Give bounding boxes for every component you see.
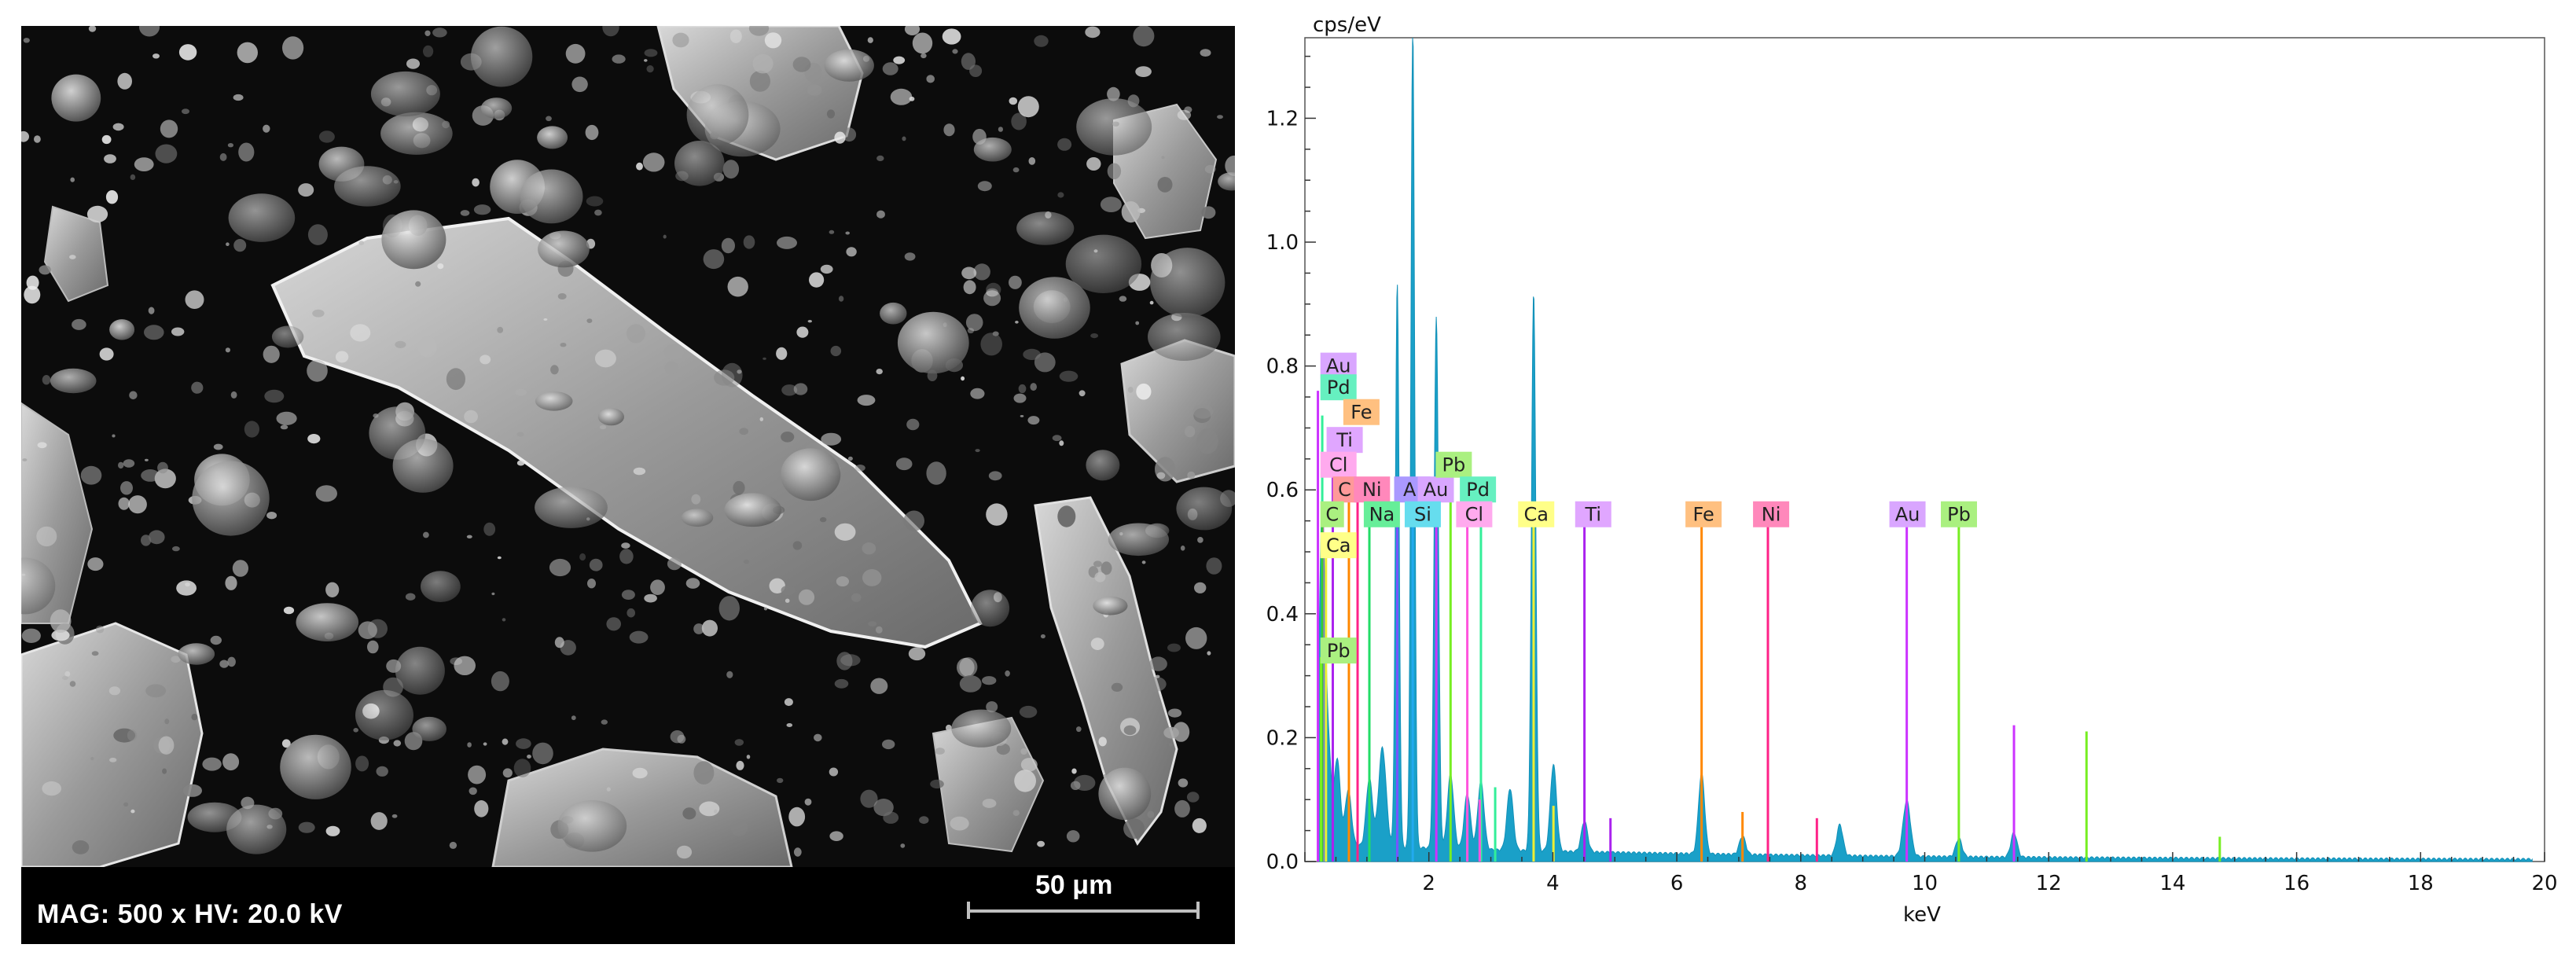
svg-text:Cl: Cl — [1465, 504, 1483, 526]
sem-grains — [21, 26, 1235, 859]
x-tick-label: 18 — [2408, 872, 2434, 895]
svg-text:Ca: Ca — [1326, 535, 1350, 557]
y-tick-label: 1.2 — [1266, 107, 1299, 130]
element-label-ca: Ca — [1518, 501, 1555, 527]
plot-area — [1304, 37, 2545, 862]
element-label-au: Au — [1417, 476, 1454, 503]
svg-text:Ca: Ca — [1524, 504, 1549, 526]
sem-micrograph — [21, 26, 1235, 944]
y-tick-label: 0.8 — [1266, 355, 1299, 379]
y-tick-label: 0.4 — [1266, 603, 1299, 626]
x-tick-label: 16 — [2284, 872, 2310, 895]
x-axis-label: keV — [1903, 903, 1941, 927]
svg-text:Si: Si — [1414, 504, 1431, 526]
svg-text:C: C — [1338, 479, 1351, 501]
svg-text:Fe: Fe — [1350, 402, 1372, 424]
spectrum-area — [1317, 37, 2533, 862]
x-tick-label: 4 — [1546, 872, 1560, 895]
y-tick-label: 0.0 — [1266, 851, 1299, 874]
svg-text:Au: Au — [1424, 479, 1449, 501]
svg-text:Au: Au — [1895, 504, 1920, 526]
y-tick-label: 0.6 — [1266, 479, 1299, 502]
svg-text:C: C — [1325, 504, 1339, 526]
sem-info-text: MAG: 500 x HV: 20.0 kV — [37, 899, 343, 929]
element-label-pd: Pd — [1460, 476, 1497, 503]
element-label-pb: Pb — [1435, 451, 1472, 478]
element-lines — [1317, 391, 2221, 862]
svg-text:Pd: Pd — [1327, 377, 1350, 399]
y-axis: 0.0 0.2 0.4 0.6 0.8 1.0 1.2 — [1266, 55, 1316, 874]
element-label-ni: Ni — [1354, 476, 1391, 503]
svg-text:Pb: Pb — [1327, 640, 1350, 662]
svg-text:Pb: Pb — [1947, 504, 1971, 526]
x-tick-label: 14 — [2159, 872, 2185, 895]
y-tick-label: 0.2 — [1266, 726, 1299, 750]
y-axis-label: cps/eV — [1313, 13, 1381, 37]
x-tick-label: 10 — [1912, 872, 1938, 895]
x-axis: 2 4 6 8 10 12 14 16 18 20 — [1304, 852, 2558, 895]
element-label-ni: Ni — [1753, 501, 1790, 527]
x-tick-label: 2 — [1422, 872, 1435, 895]
element-label-fe: Fe — [1685, 501, 1722, 527]
element-label-cl: Cl — [1456, 501, 1493, 527]
svg-text:Na: Na — [1369, 504, 1395, 526]
svg-text:Ti: Ti — [1584, 504, 1601, 526]
x-tick-label: 8 — [1795, 872, 1808, 895]
svg-text:Au: Au — [1326, 355, 1351, 377]
element-label-pd: Pd — [1320, 374, 1357, 401]
svg-text:Al: Al — [1403, 479, 1421, 501]
svg-text:Ni: Ni — [1362, 479, 1382, 501]
element-label-si: Si — [1404, 501, 1441, 527]
element-label-na: Na — [1363, 501, 1400, 527]
sem-scale-bar — [967, 902, 1200, 919]
element-label-pb: Pb — [1320, 637, 1357, 664]
x-tick-label: 12 — [2036, 872, 2062, 895]
element-label-cl: Cl — [1320, 451, 1357, 478]
sem-scale-label: 50 μm — [1035, 870, 1113, 900]
element-label-ti: Ti — [1575, 501, 1611, 527]
element-label-fe: Fe — [1343, 399, 1380, 425]
element-label-au: Au — [1889, 501, 1926, 527]
y-tick-label: 1.0 — [1266, 231, 1299, 255]
sem-image-panel: MAG: 500 x HV: 20.0 kV 50 μm — [21, 26, 1235, 944]
svg-text:Cl: Cl — [1329, 454, 1347, 476]
x-tick-label: 6 — [1670, 872, 1684, 895]
element-label-au: Au — [1320, 352, 1357, 379]
element-label-ca: Ca — [1320, 532, 1357, 559]
element-label-c: C — [1332, 476, 1357, 503]
x-tick-label: 20 — [2531, 872, 2557, 895]
element-label-c: C — [1320, 501, 1344, 527]
svg-text:Ti: Ti — [1336, 429, 1353, 451]
element-label-ti: Ti — [1326, 427, 1363, 454]
svg-text:Ni: Ni — [1762, 504, 1781, 526]
svg-text:Pb: Pb — [1442, 454, 1466, 476]
svg-text:Fe: Fe — [1693, 504, 1714, 526]
svg-text:Pd: Pd — [1466, 479, 1490, 501]
element-label-pb: Pb — [1941, 501, 1978, 527]
